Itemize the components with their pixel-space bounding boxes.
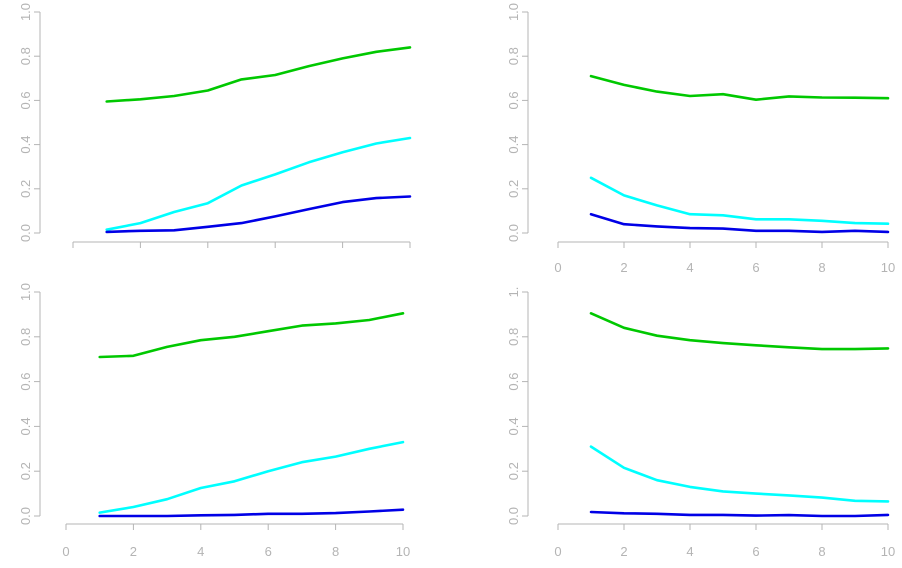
y-tick-label: 0.4 bbox=[506, 136, 521, 154]
x-tick-label: 6 bbox=[752, 544, 759, 559]
chart-panel-4: 0.0 0.2 0.4 0.6 0.8 1. 0 2 4 6 8 10 bbox=[506, 287, 895, 559]
y-tick-label: 1. bbox=[506, 287, 521, 298]
series-line-3 bbox=[589, 510, 890, 518]
x-tick-label: 10 bbox=[881, 260, 895, 275]
y-tick-label: 0.0 bbox=[18, 507, 33, 525]
series-line-2 bbox=[98, 440, 405, 514]
series-line-3 bbox=[105, 195, 412, 234]
series-line-1 bbox=[589, 74, 890, 101]
series-line-1 bbox=[589, 311, 890, 351]
chart-panel-3: 0.0 0.2 0.4 0.6 0.8 1.0 0 2 4 6 8 10 bbox=[18, 283, 410, 559]
y-tick-label: 0.8 bbox=[506, 328, 521, 346]
x-tick-label: 10 bbox=[881, 544, 895, 559]
y-tick-label: 1.0 bbox=[506, 3, 521, 21]
y-tick-label: 0.0 bbox=[18, 224, 33, 242]
x-tick-label: 6 bbox=[752, 260, 759, 275]
x-tick-label: 2 bbox=[620, 544, 627, 559]
y-tick-label: 0.8 bbox=[506, 47, 521, 65]
y-tick-label: 0.4 bbox=[18, 136, 33, 154]
y-tick-label: 0.8 bbox=[18, 328, 33, 346]
y-tick-label: 1.0 bbox=[18, 3, 33, 21]
series-line-2 bbox=[589, 176, 890, 225]
y-tick-label: 0.4 bbox=[18, 417, 33, 435]
series-line-2 bbox=[105, 136, 412, 231]
y-tick-label: 0.8 bbox=[18, 47, 33, 65]
y-tick-label: 0.0 bbox=[506, 507, 521, 525]
x-tick-label: 10 bbox=[396, 544, 410, 559]
x-tick-label: 4 bbox=[197, 544, 204, 559]
x-tick-label: 2 bbox=[130, 544, 137, 559]
x-tick-label: 4 bbox=[686, 544, 693, 559]
chart-panel-2: 0.0 0.2 0.4 0.6 0.8 1.0 0 2 4 6 8 10 bbox=[506, 3, 895, 275]
y-tick-label: 0.6 bbox=[506, 373, 521, 391]
y-tick-label: 0.2 bbox=[18, 462, 33, 480]
x-tick-label: 8 bbox=[818, 260, 825, 275]
x-tick-label: 4 bbox=[686, 260, 693, 275]
x-tick-label: 0 bbox=[554, 260, 561, 275]
x-tick-label: 8 bbox=[818, 544, 825, 559]
x-tick-label: 0 bbox=[62, 544, 69, 559]
y-tick-label: 0.2 bbox=[506, 180, 521, 198]
y-tick-label: 0.2 bbox=[506, 462, 521, 480]
x-tick-label: 8 bbox=[332, 544, 339, 559]
series-line-1 bbox=[105, 46, 412, 103]
y-tick-label: 0.0 bbox=[506, 224, 521, 242]
y-tick-label: 0.2 bbox=[18, 180, 33, 198]
y-tick-label: 0.6 bbox=[18, 373, 33, 391]
y-tick-label: 0.6 bbox=[18, 91, 33, 109]
y-tick-label: 1.0 bbox=[18, 283, 33, 301]
chart-panel-1: 0.0 0.2 0.4 0.6 0.8 1.0 bbox=[18, 3, 412, 248]
series-line-2 bbox=[589, 445, 890, 503]
x-tick-label: 0 bbox=[554, 544, 561, 559]
y-tick-label: 0.6 bbox=[506, 91, 521, 109]
x-tick-label: 2 bbox=[620, 260, 627, 275]
series-line-3 bbox=[98, 508, 405, 518]
y-tick-label: 0.4 bbox=[506, 417, 521, 435]
series-line-3 bbox=[589, 212, 890, 234]
series-line-1 bbox=[98, 311, 405, 359]
x-tick-label: 6 bbox=[265, 544, 272, 559]
